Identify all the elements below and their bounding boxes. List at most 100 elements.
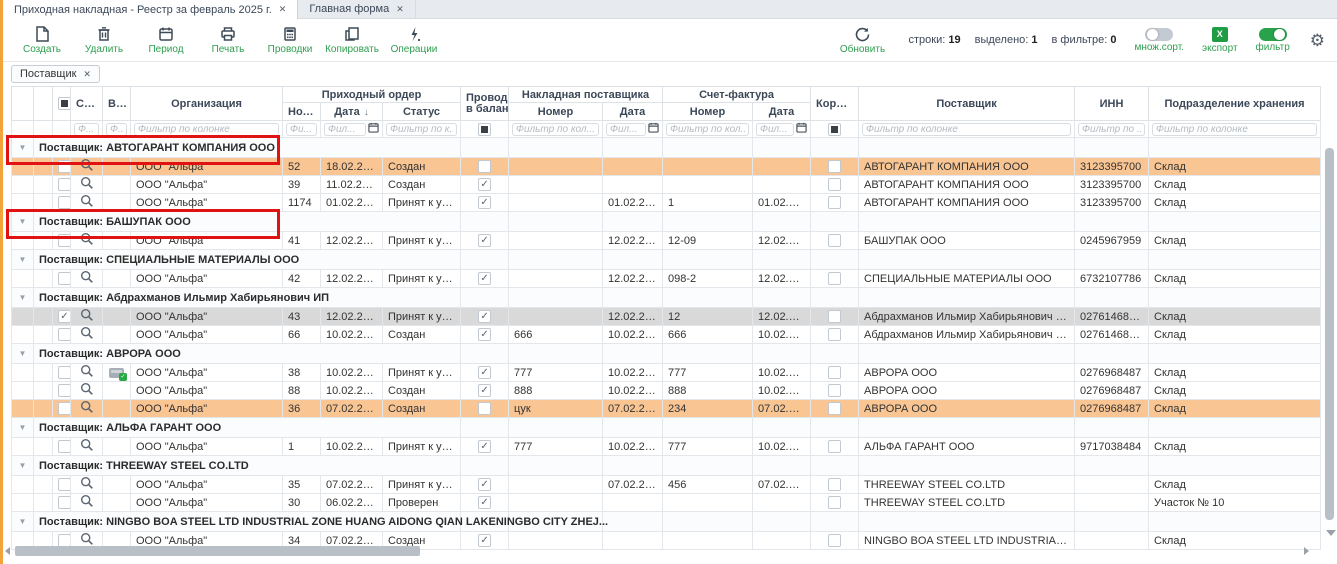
in-balance-checkbox[interactable]: ✓	[478, 178, 492, 191]
attachment-icon[interactable]: ✓	[109, 367, 127, 381]
open-document-icon[interactable]	[70, 437, 103, 456]
horizontal-scrollbar-thumb[interactable]	[15, 546, 420, 556]
filter-input-supplier[interactable]	[862, 122, 1072, 136]
row-select-checkbox[interactable]	[58, 384, 70, 397]
collapse-group-icon[interactable]: ▼	[11, 417, 34, 438]
row-select-checkbox[interactable]	[58, 178, 70, 191]
filter-input-po_status[interactable]	[386, 122, 458, 136]
close-icon[interactable]: ✕	[278, 4, 287, 14]
row-select-checkbox[interactable]	[58, 366, 70, 379]
row-select-checkbox[interactable]	[58, 196, 70, 209]
row-select-checkbox[interactable]	[58, 160, 70, 173]
open-document-icon[interactable]	[70, 307, 103, 326]
filter-input-np_date[interactable]	[606, 122, 647, 136]
table-row[interactable]: ООО "Альфа" 41 12.02.2025 Принят к учету ✓ 12…	[11, 231, 1322, 250]
scroll-down-arrow-icon[interactable]	[1326, 530, 1336, 536]
collapse-group-icon[interactable]: ▼	[11, 211, 34, 232]
table-row[interactable]: ООО "Альфа" 66 10.02.2025 Создан ✓ 666 10.02.2…	[11, 325, 1322, 344]
tab-incoming-invoice-registry[interactable]: Приходная накладная - Реестр за февраль …	[3, 0, 299, 19]
filter-input-po_date[interactable]	[324, 122, 366, 136]
export-button[interactable]: X экспорт	[1202, 26, 1238, 54]
correction-checkbox[interactable]	[828, 160, 842, 173]
column-header-sf_num[interactable]: Номер	[662, 102, 754, 121]
filter-input-vlj[interactable]	[106, 122, 127, 136]
filter-input-sf_num[interactable]	[666, 122, 750, 136]
filter-input-np_num[interactable]	[512, 122, 600, 136]
table-row[interactable]: ООО "Альфа" 30 06.02.2025 Проверен ✓ THREEWAY…	[11, 493, 1322, 512]
calendar-icon[interactable]	[796, 122, 807, 136]
vertical-scrollbar-thumb[interactable]	[1325, 148, 1334, 520]
column-header-po_num[interactable]: Номер	[282, 102, 321, 121]
filter-input-sf_date[interactable]	[756, 122, 795, 136]
table-row[interactable]: ООО "Альфа" 39 11.02.2025 Создан ✓ АВТОГАРАНТ…	[11, 175, 1322, 194]
open-document-icon[interactable]	[70, 175, 103, 194]
column-header-division[interactable]: Подразделение хранения	[1148, 86, 1322, 121]
correction-checkbox[interactable]	[828, 196, 842, 209]
collapse-group-icon[interactable]: ▼	[11, 455, 34, 476]
collapse-group-icon[interactable]: ▼	[11, 249, 34, 270]
filter-input-division[interactable]	[1152, 122, 1318, 136]
open-document-icon[interactable]	[70, 231, 103, 250]
multisort-toggle[interactable]: множ.сорт.	[1134, 27, 1184, 53]
row-select-checkbox[interactable]	[58, 496, 70, 509]
calendar-icon[interactable]	[648, 122, 659, 136]
проводки-button[interactable]: Проводки	[262, 21, 318, 59]
filter-input-org[interactable]	[134, 122, 279, 136]
table-row[interactable]: ООО "Альфа" 36 07.02.2025 Создан цук 07.02.20…	[11, 399, 1322, 418]
column-header-korr[interactable]: Коррек...	[810, 86, 860, 121]
in-balance-checkbox[interactable]: ✓	[478, 384, 492, 397]
column-header-inn[interactable]: ИНН	[1074, 86, 1150, 121]
open-document-icon[interactable]	[70, 493, 103, 512]
in-balance-checkbox[interactable]: ✓	[478, 272, 492, 285]
correction-checkbox[interactable]	[828, 496, 842, 509]
scroll-right-arrow-icon[interactable]	[1304, 547, 1309, 555]
correction-checkbox[interactable]	[828, 310, 842, 323]
open-document-icon[interactable]	[70, 363, 103, 382]
row-select-checkbox[interactable]	[58, 328, 70, 341]
close-icon[interactable]: ✕	[83, 68, 91, 79]
gear-icon[interactable]: ⚙	[1309, 30, 1325, 50]
table-row[interactable]: ✓ ООО "Альфа" 43 12.02.2025 Принят к учету ✓ 1…	[11, 307, 1322, 326]
filter-input-po_num[interactable]	[286, 122, 317, 136]
table-row[interactable]: ✓ ООО "Альфа" 38 10.02.2025 Принят к учету ✓ 7…	[11, 363, 1322, 382]
horizontal-scrollbar[interactable]	[3, 545, 1321, 557]
column-header-supplier[interactable]: Поставщик	[858, 86, 1076, 121]
correction-checkbox[interactable]	[828, 178, 842, 191]
row-select-checkbox[interactable]	[58, 478, 70, 491]
table-row[interactable]: ООО "Альфа" 1174 01.02.2025 Принят к учету ✓…	[11, 193, 1322, 212]
scroll-left-arrow-icon[interactable]	[5, 547, 10, 555]
collapse-group-icon[interactable]: ▼	[11, 137, 34, 158]
correction-checkbox[interactable]	[828, 384, 842, 397]
создать-button[interactable]: Создать	[14, 21, 70, 59]
filter-checkbox-korr[interactable]	[828, 122, 842, 136]
in-balance-checkbox[interactable]: ✓	[478, 440, 492, 453]
filter-toggle[interactable]: фильтр	[1256, 27, 1290, 53]
column-header-bal[interactable]: Провод...в балансе	[460, 86, 510, 121]
операции-button[interactable]: Операции	[386, 21, 442, 59]
in-balance-checkbox[interactable]: ✓	[478, 534, 492, 547]
удалить-button[interactable]: Удалить	[76, 21, 132, 59]
in-balance-checkbox[interactable]	[478, 160, 492, 173]
collapse-group-icon[interactable]: ▼	[11, 343, 34, 364]
row-select-checkbox[interactable]	[58, 272, 70, 285]
filter-input-sod[interactable]	[74, 122, 99, 136]
table-row[interactable]: ООО "Альфа" 52 18.02.2025 Создан АВТОГАРАНТ …	[11, 157, 1322, 176]
collapse-group-icon[interactable]: ▼	[11, 511, 34, 532]
in-balance-checkbox[interactable]: ✓	[478, 234, 492, 247]
column-header-po_date[interactable]: Дата ↓	[320, 102, 383, 121]
печать-button[interactable]: Печать	[200, 21, 256, 59]
collapse-group-icon[interactable]: ▼	[11, 287, 34, 308]
in-balance-checkbox[interactable]: ✓	[478, 310, 492, 323]
refresh-button[interactable]: Обновить	[835, 21, 891, 59]
correction-checkbox[interactable]	[828, 534, 842, 547]
vertical-scrollbar[interactable]	[1324, 86, 1336, 544]
tab-main-form[interactable]: Главная форма ✕	[298, 0, 416, 18]
row-select-checkbox[interactable]	[58, 234, 70, 247]
in-balance-checkbox[interactable]	[478, 402, 492, 415]
column-header-sod[interactable]: Сод	[70, 86, 103, 121]
row-select-checkbox[interactable]	[58, 402, 70, 415]
копировать-button[interactable]: Копировать	[324, 21, 380, 59]
in-balance-checkbox[interactable]: ✓	[478, 196, 492, 209]
correction-checkbox[interactable]	[828, 440, 842, 453]
open-document-icon[interactable]	[70, 475, 103, 494]
